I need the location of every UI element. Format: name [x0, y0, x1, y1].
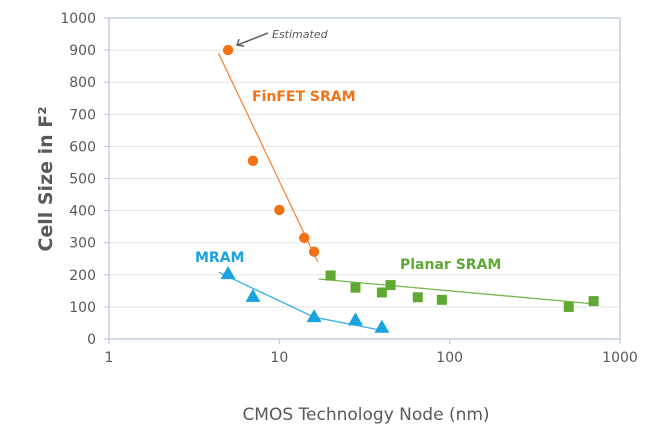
planar-sram-point	[412, 292, 423, 303]
x-axis-title: CMOS Technology Node (nm)	[242, 405, 489, 425]
y-tick-label: 500	[69, 172, 96, 188]
y-tick-label: 900	[69, 43, 96, 59]
planar-sram-point	[325, 270, 336, 281]
y-axis-title: Cell Size in F²	[35, 106, 57, 251]
x-tick-label: 1000	[602, 350, 638, 366]
finfet-sram-point	[299, 232, 310, 244]
y-tick-label: 400	[69, 204, 96, 220]
annotation-estimated: Estimated	[272, 28, 329, 41]
finfet-sram-point	[274, 204, 285, 216]
annotation: Estimated	[235, 28, 329, 47]
y-tick-label: 300	[69, 236, 96, 252]
finfet-sram-label: FinFET SRAM	[252, 89, 356, 105]
series-labels: FinFET SRAM MRAM Planar SRAM	[195, 89, 501, 273]
planar-sram-point	[588, 296, 599, 307]
y-tick-label: 100	[69, 300, 96, 316]
planar-sram-point	[563, 301, 574, 312]
finfet-sram-trendline	[218, 53, 319, 263]
planar-sram-point	[376, 287, 387, 298]
x-tick-label: 1	[105, 350, 114, 366]
planar-sram-trendline	[318, 278, 596, 305]
mram-point	[220, 266, 236, 280]
mram-point	[306, 309, 322, 323]
mram-label: MRAM	[195, 250, 244, 266]
x-axis-ticks: 1 10 100 1000	[105, 339, 638, 366]
mram-point	[347, 312, 363, 326]
x-tick-label: 10	[270, 350, 288, 366]
y-tick-label: 200	[69, 268, 96, 284]
arrowhead-icon	[235, 38, 245, 47]
y-tick-label: 1000	[60, 11, 96, 27]
y-tick-label: 800	[69, 75, 96, 91]
planar-sram-point	[385, 280, 396, 291]
finfet-sram-point	[222, 44, 234, 56]
y-tick-label: 700	[69, 107, 96, 123]
y-tick-label: 600	[69, 139, 96, 155]
finfet-sram-point	[308, 246, 320, 257]
data-points	[220, 44, 599, 333]
planar-sram-point	[436, 294, 447, 305]
y-axis-ticks: 0 100 200 300 400 500 600 700 800 900 1000	[60, 11, 109, 348]
planar-sram-label: Planar SRAM	[400, 257, 501, 273]
x-tick-label: 100	[436, 350, 463, 366]
mram-point	[374, 319, 390, 333]
planar-sram-point	[350, 282, 361, 293]
y-tick-label: 0	[87, 332, 96, 348]
finfet-sram-point	[247, 155, 259, 167]
mram-point	[245, 288, 261, 302]
gridlines	[109, 17, 620, 308]
arrow-icon	[236, 32, 269, 46]
